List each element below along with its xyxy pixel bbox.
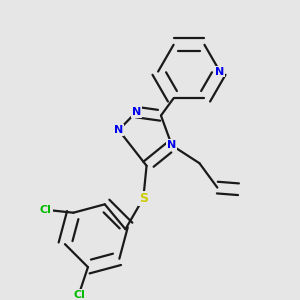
Text: Cl: Cl: [74, 290, 86, 300]
Text: N: N: [167, 140, 176, 150]
Text: N: N: [131, 107, 141, 117]
Text: Cl: Cl: [40, 205, 52, 215]
Text: N: N: [114, 125, 123, 135]
Text: N: N: [215, 67, 224, 76]
Text: S: S: [139, 192, 148, 205]
